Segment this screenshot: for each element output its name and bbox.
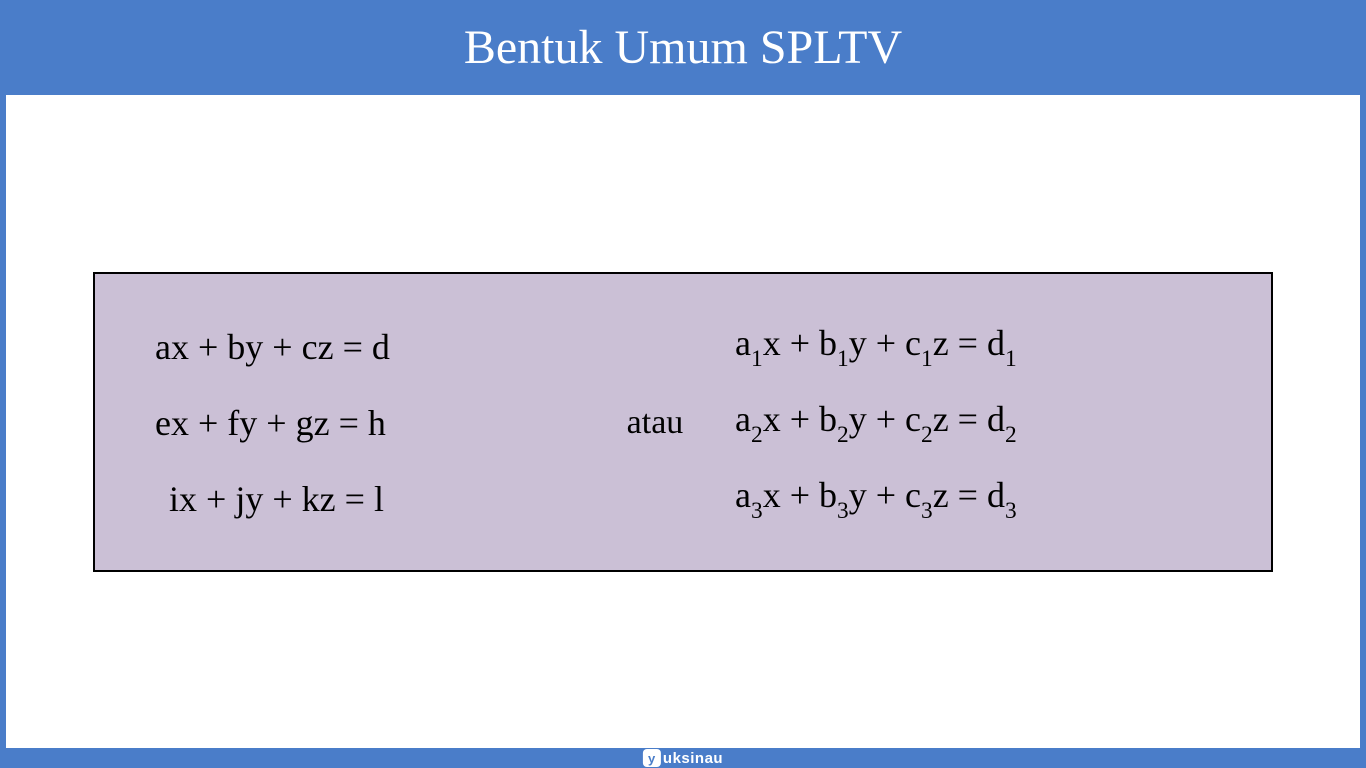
right-equation-2: a2x + b2y + c2z = d2 <box>735 398 1221 446</box>
connector-label: atau <box>575 404 735 442</box>
coef: i <box>169 479 179 519</box>
coef: b <box>227 327 245 367</box>
coef: j <box>235 479 245 519</box>
left-equation-2: ex + fy + gz = h <box>155 402 575 444</box>
equation-row-2: ex + fy + gz = h atau a2x + b2y + c2z = … <box>155 385 1221 461</box>
content-area: ax + by + cz = d a1x + b1y + c1z = d1 ex… <box>6 95 1360 748</box>
coef: g <box>296 403 314 443</box>
sub: 2 <box>921 422 933 448</box>
sub: 1 <box>1005 346 1017 372</box>
coef: b <box>819 475 837 515</box>
sub: 1 <box>837 346 849 372</box>
coef: d <box>987 399 1005 439</box>
coef: f <box>227 403 239 443</box>
coef: a <box>155 327 171 367</box>
equation-row-1: ax + by + cz = d a1x + b1y + c1z = d1 <box>155 309 1221 385</box>
coef: d <box>987 323 1005 363</box>
equation-row-3: ix + jy + kz = l a3x + b3y + c3z = d3 <box>155 461 1221 537</box>
coef: l <box>374 479 384 519</box>
sub: 3 <box>1005 498 1017 524</box>
coef: d <box>987 475 1005 515</box>
coef: e <box>155 403 171 443</box>
logo-badge: y <box>643 749 661 767</box>
coef: c <box>905 399 921 439</box>
sub: 1 <box>921 346 933 372</box>
logo-text: uksinau <box>663 750 723 767</box>
coef: c <box>905 475 921 515</box>
sub: 2 <box>837 422 849 448</box>
footer-logo: yuksinau <box>643 748 723 768</box>
coef: h <box>368 403 386 443</box>
left-equation-3: ix + jy + kz = l <box>155 478 575 520</box>
coef: a <box>735 323 751 363</box>
coef: d <box>372 327 390 367</box>
coef: a <box>735 475 751 515</box>
formula-box: ax + by + cz = d a1x + b1y + c1z = d1 ex… <box>93 272 1273 572</box>
sub: 3 <box>751 498 763 524</box>
coef: b <box>819 399 837 439</box>
sub: 1 <box>751 346 763 372</box>
coef: b <box>819 323 837 363</box>
right-equation-1: a1x + b1y + c1z = d1 <box>735 322 1221 370</box>
coef: c <box>905 323 921 363</box>
right-equation-3: a3x + b3y + c3z = d3 <box>735 474 1221 522</box>
sub: 3 <box>837 498 849 524</box>
sub: 2 <box>751 422 763 448</box>
coef: c <box>302 327 318 367</box>
coef: a <box>735 399 751 439</box>
coef: k <box>302 479 320 519</box>
slide-title: Bentuk Umum SPLTV <box>464 20 902 75</box>
left-equation-1: ax + by + cz = d <box>155 326 575 368</box>
slide-header: Bentuk Umum SPLTV <box>0 0 1366 95</box>
sub: 2 <box>1005 422 1017 448</box>
sub: 3 <box>921 498 933 524</box>
